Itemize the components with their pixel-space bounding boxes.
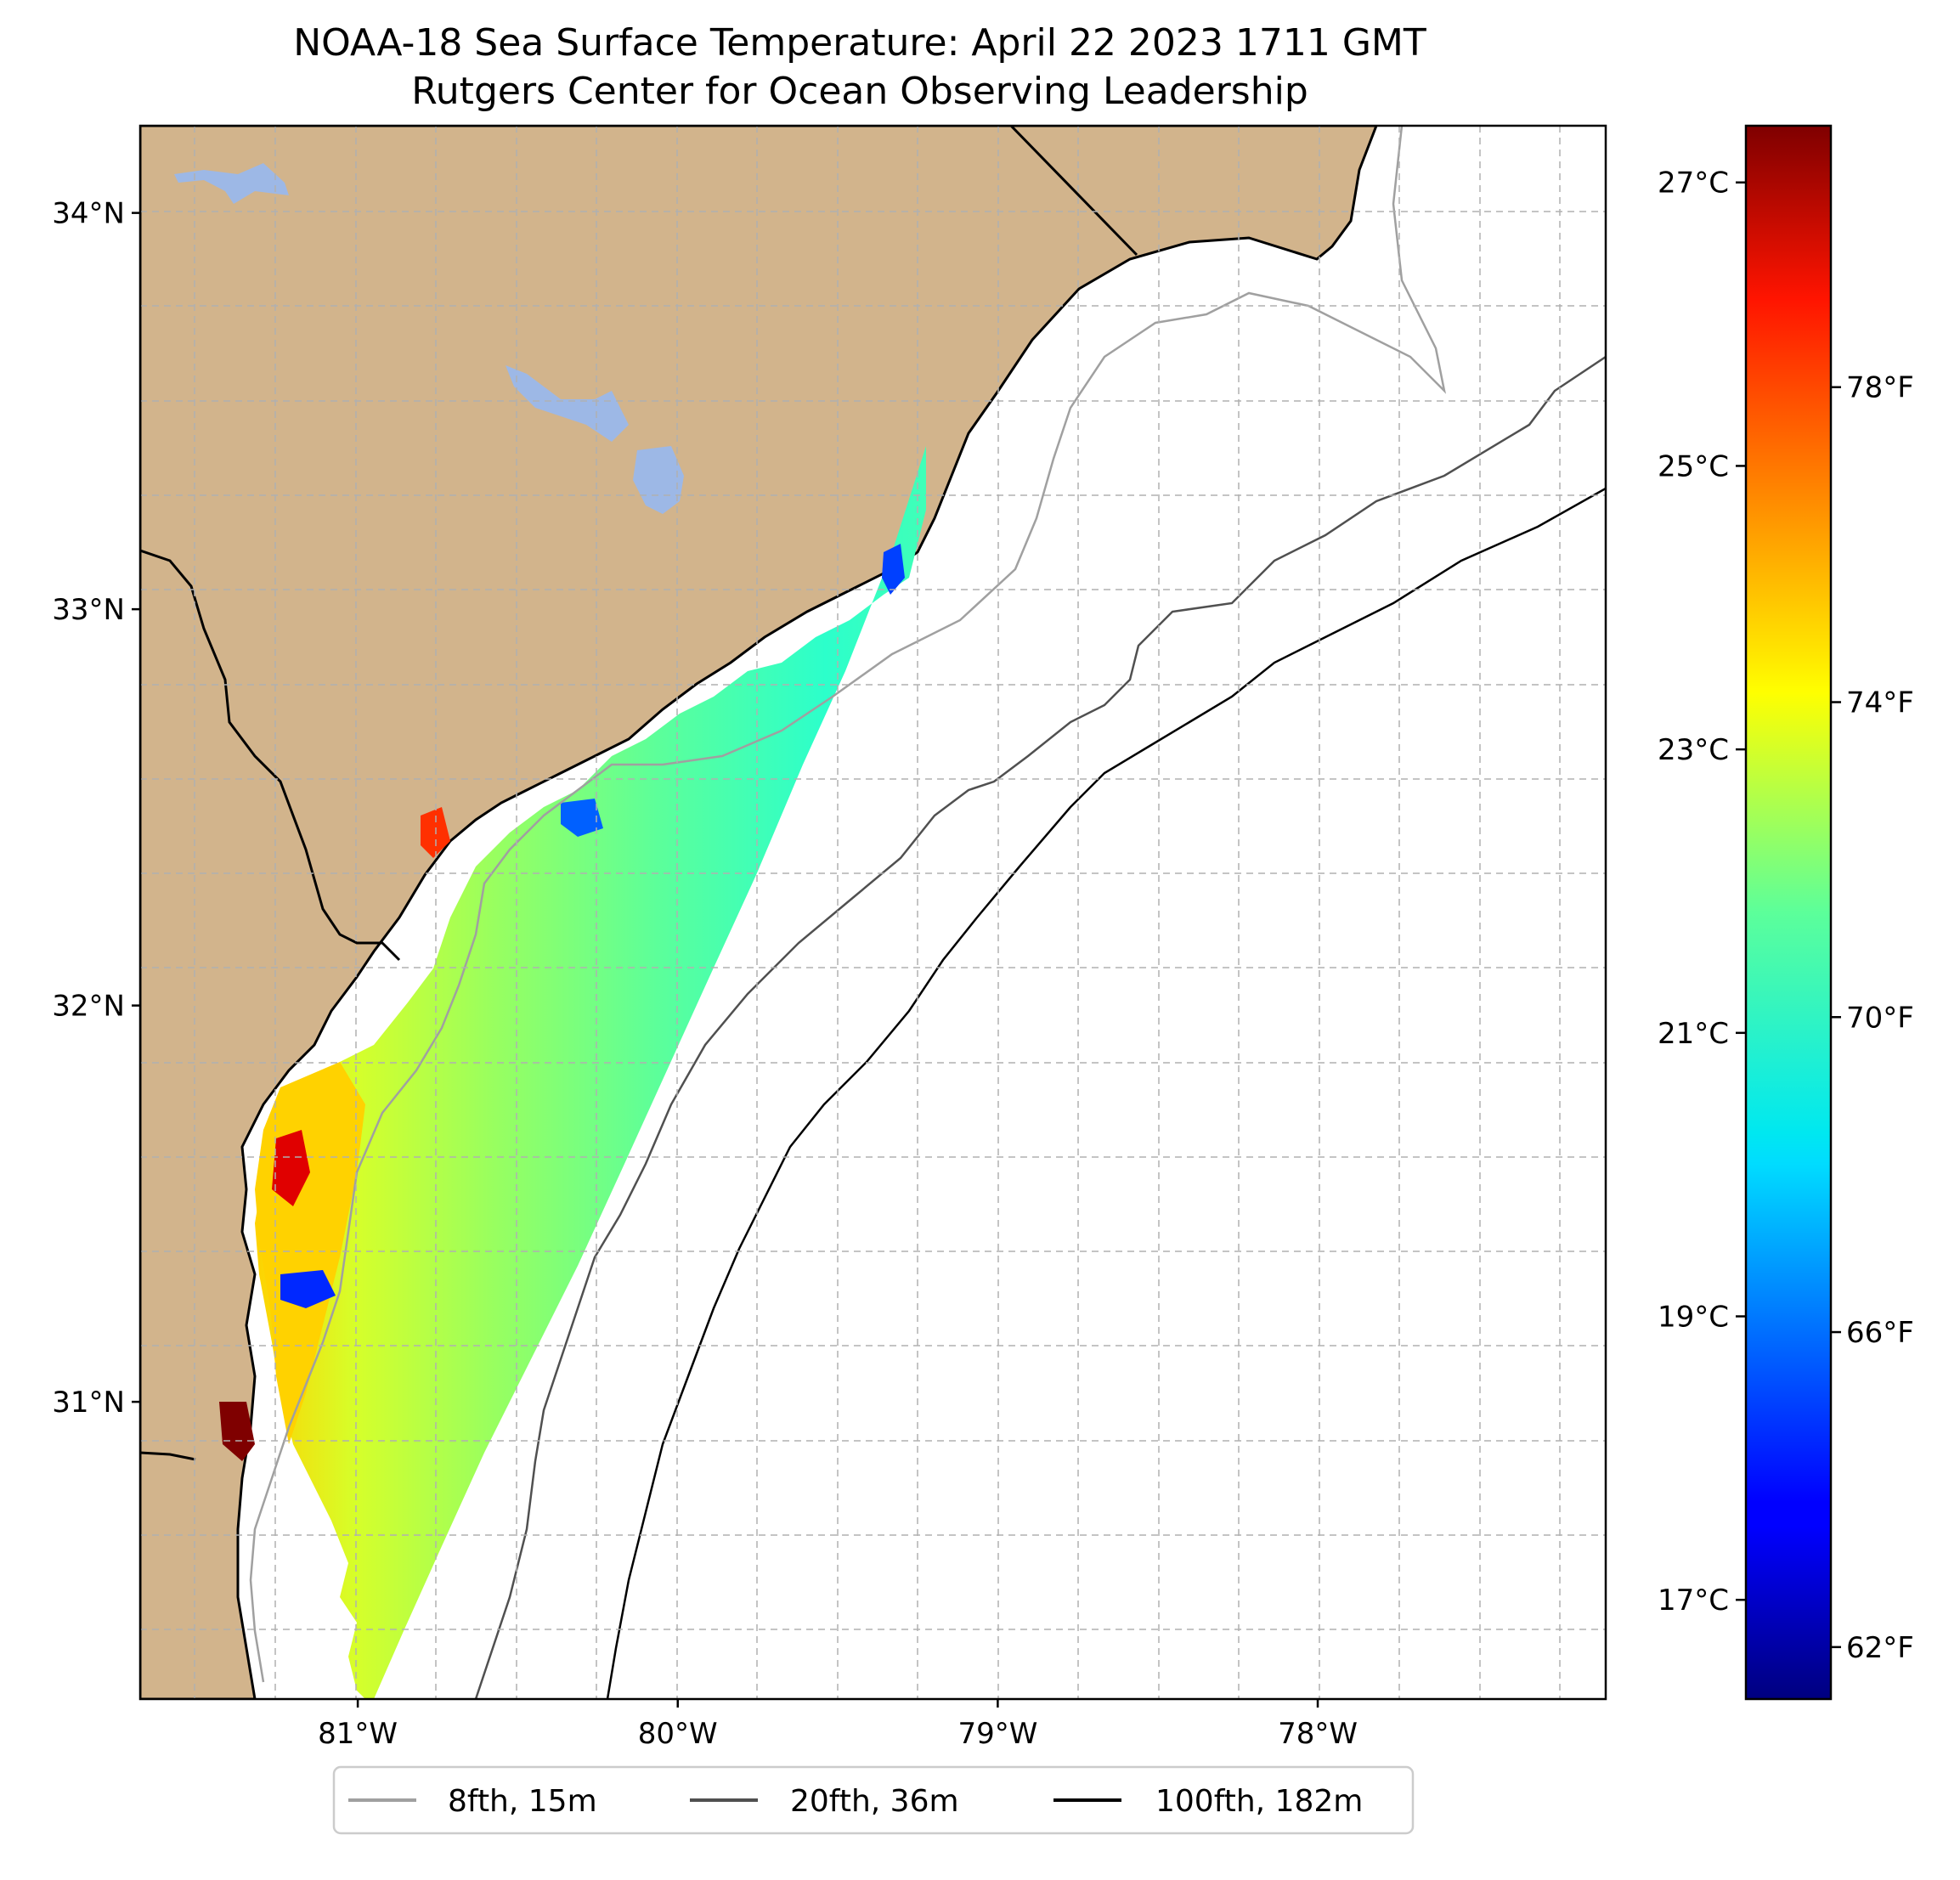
lat-tick-label-2: 33°N xyxy=(52,593,125,627)
contour-100fth xyxy=(606,487,1606,1699)
map-panel xyxy=(140,126,1606,1699)
figure-title-line2: Rutgers Center for Ocean Observing Leade… xyxy=(411,70,1308,113)
sst-cold-patch-2 xyxy=(561,799,603,837)
legend-frame xyxy=(332,1765,1415,1835)
lake-wateree xyxy=(174,163,289,204)
sst-cold-patch-3 xyxy=(882,544,905,595)
colorbar: 17°C 19°C 21°C 23°C 25°C 27°C 62°F 66°F 70°F 74°F… xyxy=(1658,124,1914,1701)
lake-moultrie xyxy=(633,446,684,514)
legend-label-100fth: 100fth, 182m xyxy=(1155,1784,1363,1819)
map-axis-ticks: 31°N 32°N 33°N 34°N 81°W 80°W 79°W 78°W xyxy=(52,197,1358,1751)
colorbar-gradient xyxy=(1744,124,1833,1701)
sst-hot-patch-1 xyxy=(272,1130,310,1206)
lon-tick-label-2: 79°W xyxy=(957,1717,1037,1751)
celsius-tick-label-2: 21°C xyxy=(1658,1017,1729,1051)
celsius-tick-label-4: 25°C xyxy=(1658,449,1729,483)
fahrenheit-tick-label-4: 78°F xyxy=(1846,371,1914,405)
lat-tick-label-1: 32°N xyxy=(52,990,125,1024)
lon-tick-label-0: 81°W xyxy=(318,1717,398,1751)
lon-tick-label-1: 80°W xyxy=(638,1717,718,1751)
celsius-tick-label-5: 27°C xyxy=(1658,167,1729,200)
sst-hot-patch-2 xyxy=(219,1402,255,1461)
fahrenheit-tick-label-0: 62°F xyxy=(1846,1631,1914,1665)
state-border-nc-sc xyxy=(1009,126,1138,257)
fahrenheit-tick-label-3: 74°F xyxy=(1846,686,1914,720)
fahrenheit-tick-label-1: 66°F xyxy=(1846,1316,1914,1350)
legend-label-8fth: 8fth, 15m xyxy=(448,1784,597,1819)
land-mass xyxy=(140,126,1378,1699)
sst-cold-patch-1 xyxy=(280,1270,336,1308)
legend: 8fth, 15m 20fth, 36m 100fth, 182m xyxy=(332,1765,1415,1835)
sst-swath xyxy=(255,446,926,1699)
map-frame xyxy=(138,124,1607,1701)
celsius-tick-label-0: 17°C xyxy=(1658,1584,1729,1617)
state-border-ga-sc xyxy=(140,549,401,962)
grid-lines xyxy=(140,126,1606,1699)
lat-tick-label-3: 34°N xyxy=(52,197,125,231)
legend-label-20fth: 20fth, 36m xyxy=(790,1784,959,1819)
lat-tick-label-0: 31°N xyxy=(52,1386,125,1420)
contour-20fth xyxy=(474,355,1606,1699)
fahrenheit-tick-label-2: 70°F xyxy=(1846,1001,1914,1035)
celsius-tick-label-3: 23°C xyxy=(1658,733,1729,767)
colorbar-ticks: 17°C 19°C 21°C 23°C 25°C 27°C 62°F 66°F 70°F 74°F… xyxy=(1658,167,1914,1665)
lake-marion xyxy=(506,365,629,442)
figure-title-line1: NOAA-18 Sea Surface Temperature: April 2… xyxy=(293,21,1426,65)
celsius-tick-label-1: 19°C xyxy=(1658,1301,1729,1335)
lon-tick-label-3: 78°W xyxy=(1278,1717,1358,1751)
state-border-fl-ga xyxy=(140,1451,196,1461)
